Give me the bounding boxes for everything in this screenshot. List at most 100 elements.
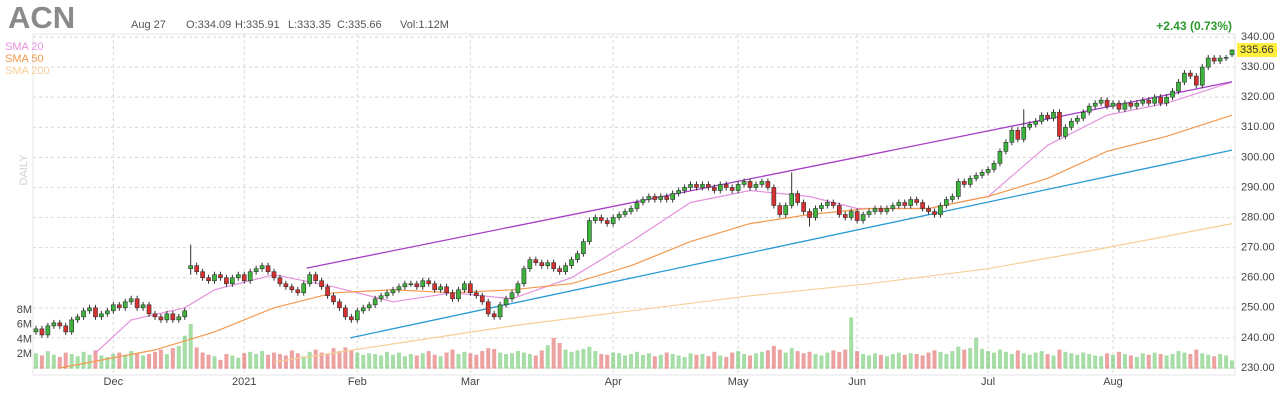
candle-body (765, 181, 771, 188)
candle-body (950, 196, 955, 200)
candle-body (152, 313, 158, 318)
candle-body (914, 199, 919, 203)
candle-body (652, 196, 658, 200)
volume-bar (1134, 356, 1139, 369)
candle-body (955, 181, 961, 197)
volume-bar (908, 353, 913, 369)
volume-bar (515, 351, 520, 369)
volume-bar (753, 353, 759, 369)
candle-body (307, 274, 313, 285)
x-tick-label: May (728, 376, 749, 388)
x-tick-label: Aug (1103, 376, 1123, 388)
volume-bar (736, 351, 741, 369)
candle-body (1152, 96, 1157, 104)
volume-bar (706, 356, 711, 369)
candle-body (241, 274, 247, 282)
volume-bar (688, 353, 693, 369)
volume-bar (837, 351, 842, 369)
candle-body (587, 220, 592, 242)
volume-bar (468, 353, 473, 369)
candle-body (289, 286, 295, 291)
sma-line (273, 223, 1233, 363)
volume-bar (557, 343, 562, 369)
candle-body (408, 283, 414, 286)
volume-bar (504, 354, 509, 369)
candle-body (1098, 99, 1104, 104)
volume-bar (1110, 354, 1116, 369)
candle-body (1128, 102, 1134, 107)
candle-body (111, 304, 116, 312)
candle-body (938, 205, 943, 215)
volume-bar (1093, 355, 1098, 369)
candle-body (1193, 75, 1199, 86)
sma-line (95, 81, 1233, 354)
volume-bar (724, 356, 729, 369)
volume-bar (789, 348, 794, 369)
candle-body (1009, 129, 1015, 143)
volume-bar (117, 352, 122, 369)
candle-body (390, 289, 396, 294)
candle-body (93, 307, 98, 318)
volume-bar (950, 351, 955, 369)
candle-body (1074, 117, 1080, 122)
candle-body (533, 259, 539, 263)
volume-bar (432, 354, 437, 369)
volume-bar (1212, 356, 1217, 369)
candle-body (854, 211, 860, 221)
x-tick-label: Apr (605, 376, 622, 388)
candle-body (575, 253, 580, 260)
volume-bar (878, 354, 883, 369)
candle-body (360, 307, 366, 312)
volume-bar (1063, 351, 1068, 369)
sma-line (59, 114, 1233, 369)
volume-bar (599, 354, 604, 369)
y-tick-label: 330.00 (1241, 61, 1275, 73)
candle-body (884, 208, 890, 212)
candle-body (890, 205, 896, 209)
volume-bar (932, 350, 937, 369)
candle-body (1015, 129, 1021, 140)
candle-body (515, 283, 521, 294)
candle-body (1182, 72, 1187, 83)
candle-body (634, 202, 640, 209)
candle-body (450, 292, 455, 300)
candle-body (1158, 96, 1163, 104)
candle-body (688, 184, 693, 188)
candle-body (247, 271, 253, 282)
candle-body (807, 211, 812, 218)
volume-bar (664, 352, 669, 369)
candle-body (1086, 105, 1092, 113)
volume-bar (63, 352, 68, 369)
volume-bar (81, 351, 86, 369)
volume-bar (69, 354, 74, 369)
candle-body (973, 175, 979, 179)
candle-body (991, 163, 997, 170)
candle-body (694, 184, 699, 188)
date: Aug 27 (131, 19, 166, 31)
volume-bar (670, 354, 675, 369)
candle-body (985, 169, 991, 173)
candle-body (1092, 102, 1098, 107)
volume-bar (938, 351, 943, 369)
candle-body (753, 184, 759, 188)
volume-bar (266, 354, 271, 369)
volume-bar (783, 352, 788, 369)
y-tick-label: 270.00 (1241, 242, 1275, 254)
volume-bar (1105, 353, 1110, 369)
candle-body (194, 265, 199, 273)
candle-body (372, 298, 378, 306)
volume-bar (962, 349, 967, 369)
volume-bar (33, 353, 38, 369)
volume-tick-label: 2M (17, 348, 32, 360)
x-tick-label: Dec (104, 376, 124, 388)
candle-body (462, 283, 467, 291)
candle-body (396, 286, 402, 291)
volume-bar (224, 354, 229, 369)
candle-body (795, 193, 800, 203)
candle-body (426, 280, 432, 285)
volume-bar (218, 359, 223, 369)
candle-body (33, 328, 39, 333)
candle-body (825, 202, 830, 206)
volume-bar (712, 351, 717, 369)
candle-body (87, 307, 92, 312)
